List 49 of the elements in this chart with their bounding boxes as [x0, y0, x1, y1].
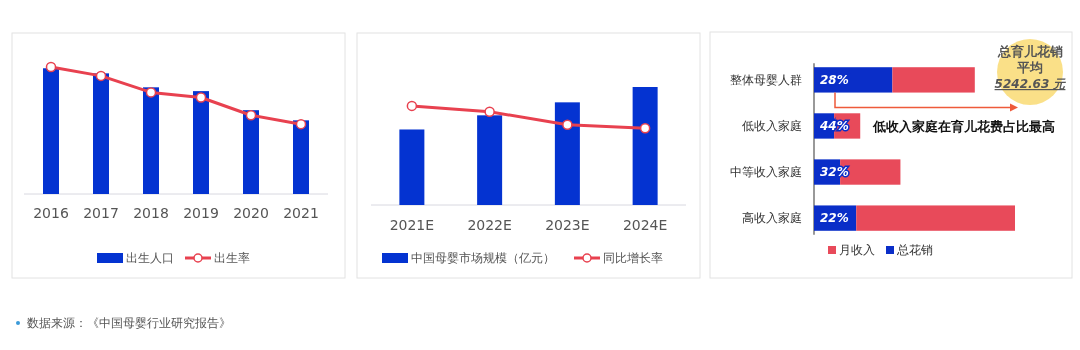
- y-tick-label: 高收入家庭: [742, 211, 802, 226]
- text: 平均: [1016, 60, 1043, 75]
- point: [295, 118, 307, 130]
- point: [195, 92, 207, 103]
- x-tick-label: 2024E: [622, 217, 668, 233]
- bar: [632, 87, 658, 205]
- bar: [477, 115, 503, 205]
- y-tick-label: 整体母婴人群: [730, 73, 802, 88]
- bar: [243, 110, 259, 194]
- point: [145, 87, 157, 98]
- point: [562, 119, 573, 131]
- legend-label: 同比增长率: [603, 251, 663, 266]
- x-tick-label: 2020: [233, 205, 269, 221]
- x-tick-label: 2022E: [467, 217, 512, 233]
- point: [406, 100, 418, 112]
- bar: [143, 87, 159, 194]
- legend-label: 出生率: [214, 251, 250, 266]
- y-tick-label: 低收入家庭: [742, 119, 802, 134]
- x-tick-label: 2019: [183, 205, 219, 221]
- annotation: 低收入家庭在育儿花费占比最高: [872, 118, 1055, 134]
- legend-label: 中国母婴市场规模（亿元）: [411, 251, 555, 266]
- point: [639, 123, 651, 134]
- bar: [856, 205, 1015, 231]
- text: 总育儿花销: [996, 44, 1063, 59]
- annotation: 28%: [820, 73, 849, 88]
- point: [45, 61, 57, 73]
- x-tick-label: 2016: [33, 205, 69, 221]
- annotation: 44%: [819, 119, 849, 134]
- x-tick-label: 2017: [83, 205, 119, 221]
- annotation: 22%: [820, 211, 849, 226]
- bar: [93, 73, 109, 194]
- point: [484, 106, 495, 118]
- legend-label: 月收入: [839, 243, 875, 258]
- legend-label: 出生人口: [126, 251, 174, 266]
- bar: [399, 129, 425, 205]
- bar: [554, 102, 580, 205]
- bar: [892, 67, 975, 93]
- bar: [43, 68, 59, 194]
- bar: [293, 120, 309, 194]
- x-tick-label: 2018: [133, 205, 169, 221]
- source-note: 数据来源：《中国母婴行业研究报告》: [27, 316, 231, 331]
- bar: [193, 91, 209, 194]
- x-tick-label: 2023E: [545, 217, 590, 233]
- y-tick-label: 中等收入家庭: [730, 165, 802, 180]
- x-tick-label: 2021E: [389, 217, 435, 233]
- point: [245, 110, 257, 121]
- legend-label: 总花销: [896, 243, 933, 258]
- x-tick-label: 2021: [283, 205, 319, 221]
- point: [95, 70, 107, 82]
